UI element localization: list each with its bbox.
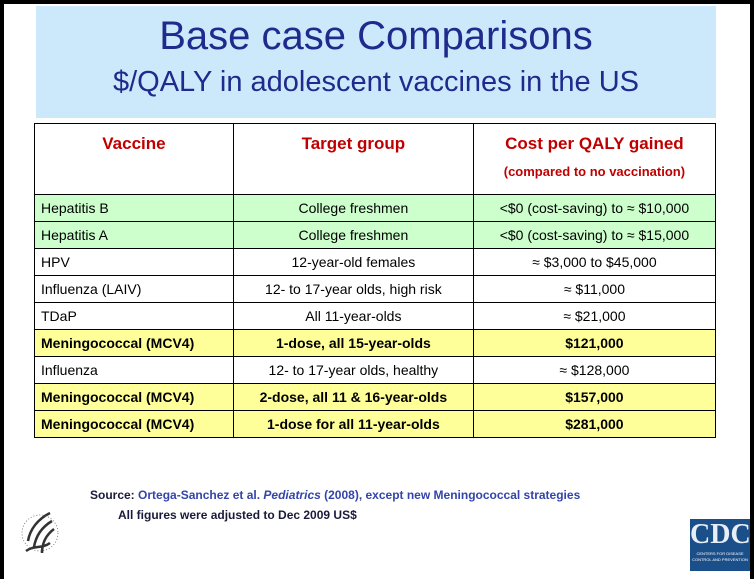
subtitle: $/QALY in adolescent vaccines in the US bbox=[112, 66, 640, 98]
table-cell: 1-dose, all 15-year-olds bbox=[232, 329, 474, 357]
title: Base case Comparisons bbox=[159, 14, 593, 58]
table-cell: Hepatitis B bbox=[34, 194, 234, 222]
cdc-logo: CDC CENTERS FOR DISEASE CONTROL AND PREVE… bbox=[690, 519, 750, 571]
table-cell: ≈ $3,000 to $45,000 bbox=[472, 248, 717, 276]
table-cell: <$0 (cost-saving) to ≈ $10,000 bbox=[472, 194, 717, 222]
table-cell: 12-year-old females bbox=[232, 248, 474, 276]
table-cell: $281,000 bbox=[472, 410, 717, 438]
table-row: TDaP All 11-year-olds ≈ $21,000 bbox=[34, 302, 717, 330]
table-row: Influenza 12- to 17-year olds, healthy ≈ $… bbox=[34, 356, 717, 384]
table-cell: Meningococcal (MCV4) bbox=[34, 410, 234, 438]
table-row: HPV 12-year-old females ≈ $3,000 to $45,00… bbox=[34, 248, 717, 276]
table-cell: Meningococcal (MCV4) bbox=[34, 329, 234, 357]
table-row: Meningococcal (MCV4) 2-dose, all 11 & 16-… bbox=[34, 383, 717, 411]
table-cell: Influenza (LAIV) bbox=[34, 275, 234, 303]
table-cell: Meningococcal (MCV4) bbox=[34, 383, 234, 411]
table-cell: College freshmen bbox=[232, 194, 474, 222]
column-header: Cost per QALY gained (compared to no vacc… bbox=[472, 123, 717, 195]
table-cell: 2-dose, all 11 & 16-year-olds bbox=[232, 383, 474, 411]
table-row: Influenza (LAIV) 12- to 17-year olds, hig… bbox=[34, 275, 717, 303]
source-note: All figures were adjusted to Dec 2009 US… bbox=[118, 508, 357, 522]
column-header-text: Cost per QALY gained bbox=[505, 134, 684, 153]
table-row: Meningococcal (MCV4) 1-dose, all 15-year-… bbox=[34, 329, 717, 357]
table-cell: 12- to 17-year olds, high risk bbox=[232, 275, 474, 303]
table-cell: 12- to 17-year olds, healthy bbox=[232, 356, 474, 384]
source: Source: Ortega-Sanchez et al. Pediatrics… bbox=[90, 488, 580, 502]
column-header-text: Vaccine bbox=[102, 134, 166, 153]
table-cell: Influenza bbox=[34, 356, 234, 384]
column-header-text: Target group bbox=[301, 134, 406, 153]
table-cell: ≈ $11,000 bbox=[472, 275, 717, 303]
source-authors: Ortega-Sanchez et al. bbox=[138, 488, 261, 502]
cdc-subtext: CENTERS FOR DISEASE CONTROL AND PREVENTI… bbox=[692, 551, 748, 562]
table-cell: All 11-year-olds bbox=[232, 302, 474, 330]
table-cell: Hepatitis A bbox=[34, 221, 234, 249]
table-cell: 1-dose for all 11-year-olds bbox=[232, 410, 474, 438]
header-row: Vaccine Target group Cost per QALY gained (… bbox=[34, 123, 717, 195]
table-cell: $121,000 bbox=[472, 329, 717, 357]
source-label: Source: bbox=[90, 488, 135, 502]
source-rest: (2008), except new Meningococcal strateg… bbox=[324, 488, 581, 502]
column-header: Vaccine bbox=[34, 123, 234, 195]
table-cell: TDaP bbox=[34, 302, 234, 330]
title-box: Base case Comparisons $/QALY in adolesce… bbox=[36, 6, 716, 118]
column-header: Target group bbox=[232, 123, 474, 195]
table-cell: <$0 (cost-saving) to ≈ $15,000 bbox=[472, 221, 717, 249]
hhs-logo bbox=[21, 511, 59, 554]
column-note: (compared to no vaccination) bbox=[503, 164, 686, 179]
table-row: Hepatitis A College freshmen <$0 (cost-sav… bbox=[34, 221, 717, 249]
cdc-text: CDC bbox=[690, 519, 750, 550]
source-journal: Pediatrics bbox=[263, 488, 321, 502]
table-cell: College freshmen bbox=[232, 221, 474, 249]
table-cell: ≈ $128,000 bbox=[472, 356, 717, 384]
comparison-table: Vaccine Target group Cost per QALY gained (… bbox=[34, 123, 717, 438]
table-cell: $157,000 bbox=[472, 383, 717, 411]
table-row: Meningococcal (MCV4) 1-dose for all 11-ye… bbox=[34, 410, 717, 438]
table-cell: ≈ $21,000 bbox=[472, 302, 717, 330]
table-cell: HPV bbox=[34, 248, 234, 276]
table-row: Hepatitis B College freshmen <$0 (cost-sav… bbox=[34, 194, 717, 222]
